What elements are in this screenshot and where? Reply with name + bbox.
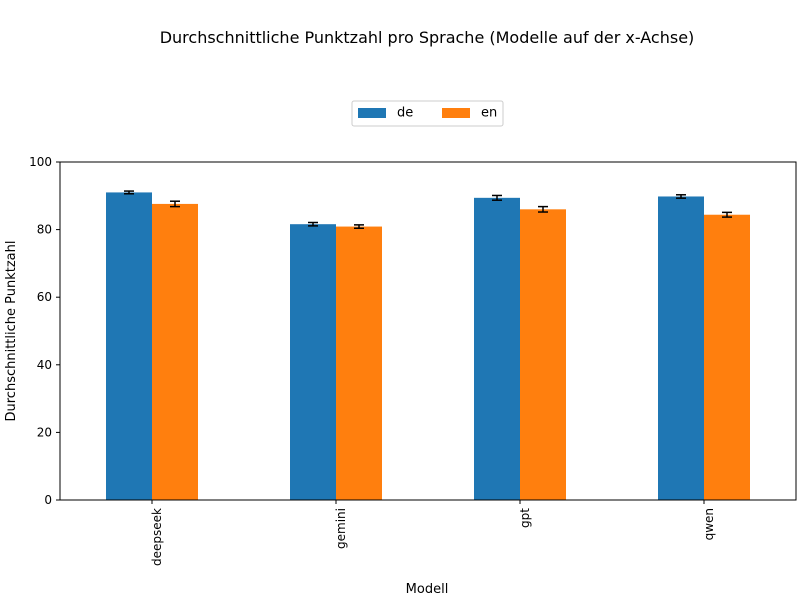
y-tick-label: 0 xyxy=(44,493,52,507)
legend-swatch-en xyxy=(442,108,470,118)
x-tick-label: gemini xyxy=(334,508,348,549)
x-axis-label: Modell xyxy=(406,582,449,597)
legend-frame xyxy=(351,100,504,127)
bar-de-deepseek xyxy=(106,192,152,501)
bar-de-gemini xyxy=(290,224,336,500)
y-axis: 0 20 40 60 80 100 xyxy=(29,155,60,507)
y-tick-label: 60 xyxy=(37,290,52,304)
bars-group xyxy=(106,192,750,501)
x-axis: deepseek gemini gpt qwen xyxy=(150,500,716,566)
bar-en-gemini xyxy=(336,226,382,501)
bar-en-qwen xyxy=(704,214,750,500)
bar-en-deepseek xyxy=(152,203,198,501)
y-axis-label: Durchschnittliche Punktzahl xyxy=(4,241,19,422)
x-tick-label: deepseek xyxy=(150,508,164,566)
bar-de-gpt xyxy=(474,197,520,500)
legend-label-en: en xyxy=(481,106,497,121)
legend: de en xyxy=(351,100,504,127)
error-bars-group xyxy=(124,190,732,229)
y-tick-label: 100 xyxy=(29,155,52,169)
bar-de-qwen xyxy=(658,196,704,500)
y-tick-label: 20 xyxy=(37,425,52,439)
chart-title: Durchschnittliche Punktzahl pro Sprache … xyxy=(160,28,695,47)
plot-frame xyxy=(59,161,797,501)
legend-swatch-de xyxy=(358,108,386,118)
y-tick-label: 40 xyxy=(37,358,52,372)
y-tick-label: 80 xyxy=(37,223,52,237)
x-tick-label: qwen xyxy=(702,508,716,540)
legend-label-de: de xyxy=(397,106,413,121)
x-tick-label: gpt xyxy=(518,508,532,528)
bar-en-gpt xyxy=(520,209,566,500)
